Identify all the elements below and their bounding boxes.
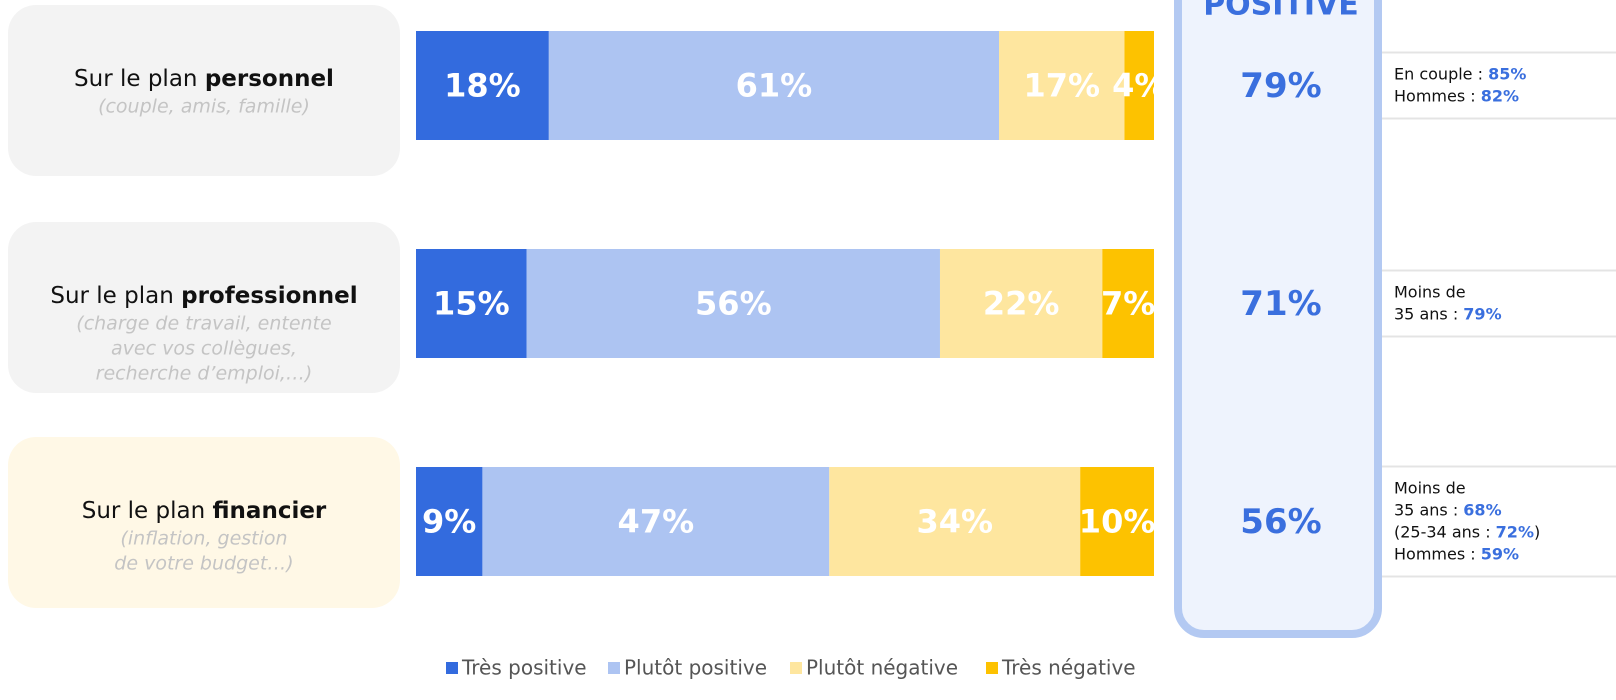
bar-value-label: 34% [916,503,993,541]
note-value: 68% [1463,500,1501,519]
category-detail: (couple, amis, famille) [98,96,310,118]
bar-segment [1124,31,1154,140]
category-detail: avec vos collègues, [111,338,297,360]
note-value: 59% [1481,544,1519,563]
bar-segment [1080,467,1154,576]
note-line: Moins de [1394,478,1466,497]
legend-swatch [790,662,802,674]
legend-swatch [446,662,458,674]
bar-value-label: 22% [983,285,1060,323]
note-text: Moins de [1394,478,1466,497]
bar-value-label: 10% [1079,503,1156,541]
bar-segment [526,249,940,358]
category-name: personnel [205,66,334,92]
note-line: En couple : 85% [1394,64,1526,83]
note-line: (25-34 ans : 72%) [1394,522,1540,541]
category-box [8,5,400,176]
category-box [8,222,400,393]
legend-swatch [608,662,620,674]
note-value: 85% [1488,64,1526,83]
note-text: En couple : [1394,64,1488,83]
bar-value-label: 15% [433,285,510,323]
note-text: Hommes : [1394,86,1481,105]
bar-segment [939,249,1103,358]
category-label: Sur le plan professionnel [50,283,357,309]
note-line: Hommes : 82% [1394,86,1519,105]
bar-value-label: 56% [695,285,772,323]
note-line: 35 ans : 79% [1394,304,1502,323]
category-detail: (charge de travail, entente [76,313,331,335]
bar-segment [416,249,527,358]
category-prefix: Sur le plan [82,498,205,524]
note-value: 72% [1496,522,1534,541]
bar-value-label: 47% [618,503,695,541]
category-label: Sur le plan personnel [74,66,334,92]
bar-segment [548,31,1000,140]
note-line: Moins de [1394,282,1466,301]
bar-value-label: 17% [1023,67,1100,105]
bar-segment [416,31,549,140]
total-value: 71% [1240,284,1321,324]
bar-segment [999,31,1125,140]
bar-value-label: 18% [444,67,521,105]
bar-segment [482,467,830,576]
total-value: 79% [1240,66,1321,106]
note-line: 35 ans : 68% [1394,500,1502,519]
category-prefix: Sur le plan [74,66,197,92]
bar-segment [1102,249,1154,358]
note-text: (25-34 ans : [1394,522,1496,541]
category-box [8,437,400,608]
category-label: Sur le plan financier [82,498,327,524]
legend-swatch [986,662,998,674]
bar-value-label: 4% [1112,67,1166,105]
note-value: 82% [1481,86,1519,105]
bar-segment [416,467,483,576]
legend-label: Plutôt négative [806,656,958,680]
note-text: Hommes : [1394,544,1481,563]
category-detail: recherche d’emploi,…) [96,363,313,385]
note-text: ) [1534,522,1540,541]
bar-value-label: 9% [422,503,476,541]
note-text: 35 ans : [1394,500,1463,519]
legend-label: Très positive [461,656,587,680]
note-value: 79% [1463,304,1501,323]
category-name: professionnel [181,283,358,309]
category-prefix: Sur le plan [50,283,173,309]
total-panel [1174,0,1382,638]
bar-value-label: 7% [1101,285,1155,323]
category-name: financier [213,498,327,524]
category-detail: (inflation, gestion [120,528,287,550]
bar-segment [829,467,1081,576]
bar-value-label: 61% [736,67,813,105]
total-value: 56% [1240,502,1321,542]
legend-label: Plutôt positive [624,656,767,680]
category-detail: de votre budget…) [114,553,293,575]
total-title: POSITIVE [1203,0,1359,23]
note-line: Hommes : 59% [1394,544,1519,563]
legend-label: Très négative [1001,656,1136,680]
note-text: Moins de [1394,282,1466,301]
note-text: 35 ans : [1394,304,1463,323]
